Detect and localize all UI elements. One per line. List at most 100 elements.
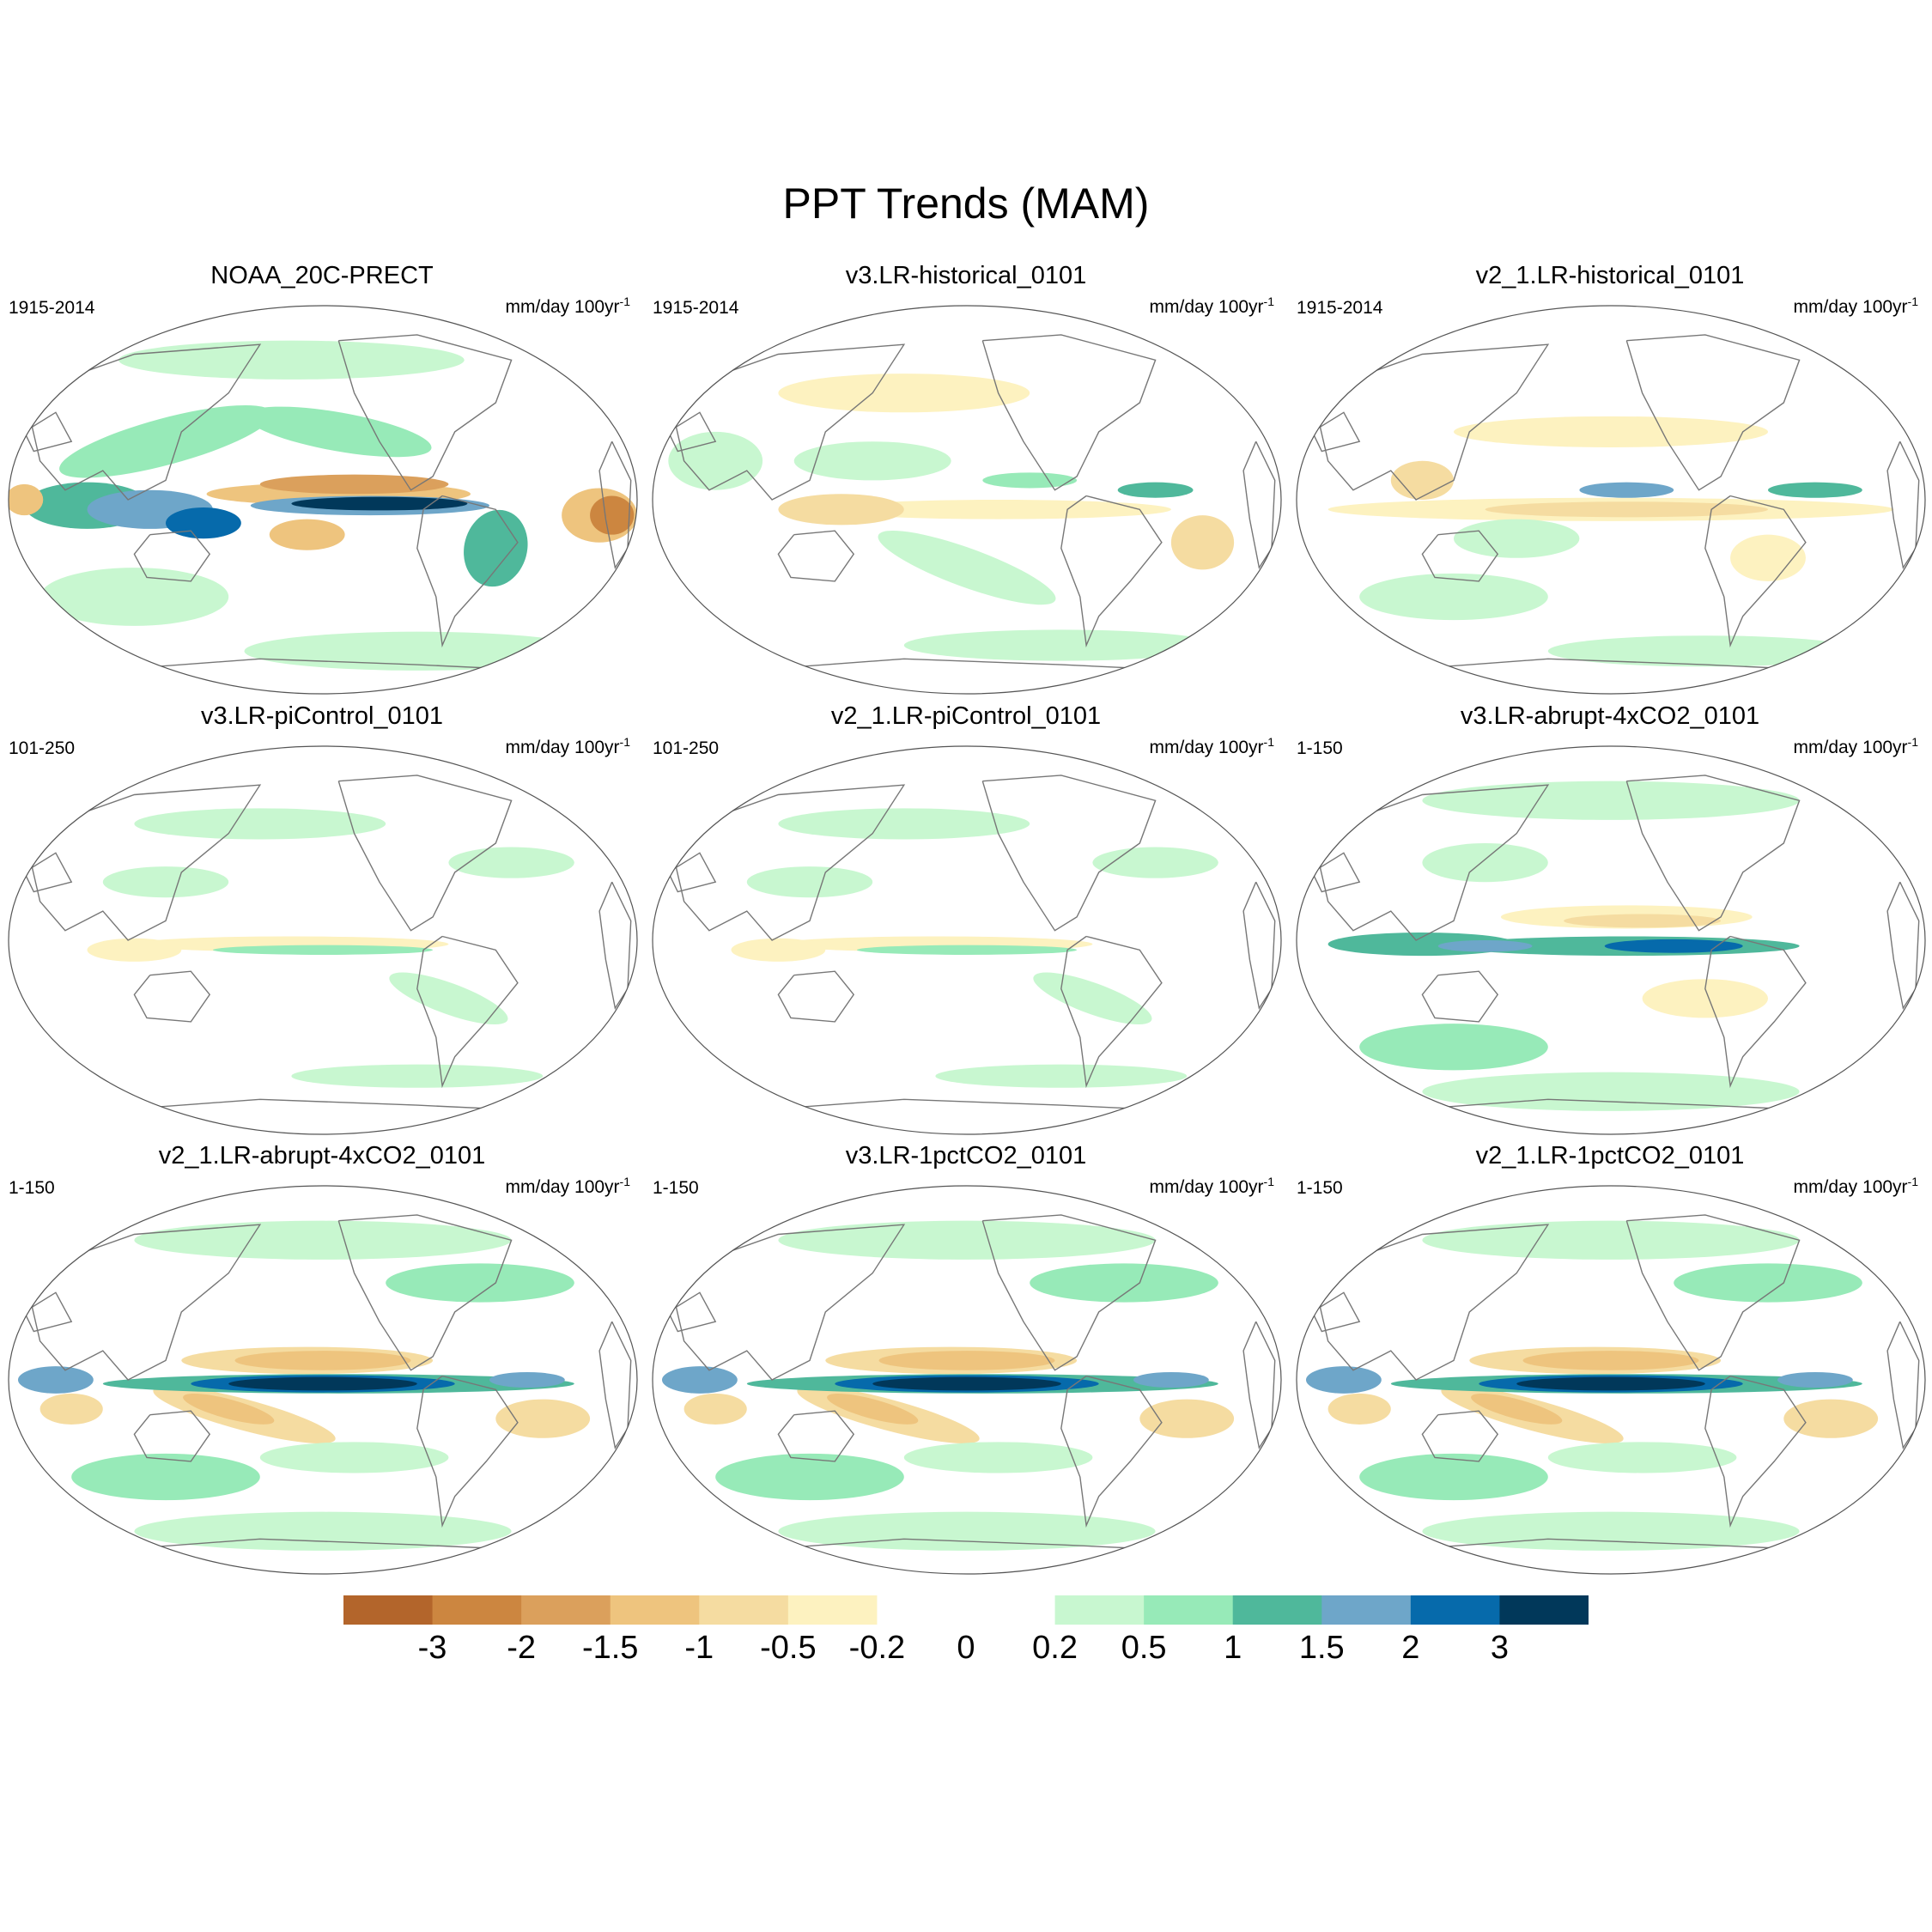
trend-region <box>1133 1371 1209 1388</box>
trend-region <box>291 1064 544 1088</box>
trend-region <box>661 1366 738 1394</box>
africa-outline <box>598 881 632 1010</box>
africa-outline <box>1242 1321 1276 1449</box>
map-border <box>8 305 638 695</box>
australia-outline <box>1421 970 1499 1023</box>
panel-units: mm/day 100yr-1 <box>506 1175 631 1198</box>
trend-region <box>1437 940 1533 952</box>
colorbar-box <box>1321 1595 1412 1625</box>
north-america-outline <box>981 775 1157 932</box>
australia-outline <box>777 970 855 1023</box>
trend-region <box>234 1351 411 1370</box>
trend-region <box>878 1351 1055 1370</box>
panel-units: mm/day 100yr-1 <box>1150 295 1275 318</box>
map-border <box>1296 1185 1926 1575</box>
units-exponent: -1 <box>1263 295 1274 308</box>
map-canvas <box>1296 1185 1926 1575</box>
africa-outline <box>1242 440 1276 569</box>
trend-region <box>1579 482 1674 498</box>
europe-outline <box>23 852 73 893</box>
panel-period: 101-250 <box>9 738 76 758</box>
trend-region <box>903 629 1218 661</box>
units-base: mm/day 100yr <box>1793 738 1908 757</box>
map-border <box>8 745 638 1135</box>
units-exponent: -1 <box>1907 1175 1918 1188</box>
trend-region <box>389 972 508 1025</box>
europe-outline <box>667 852 717 893</box>
trend-region <box>1454 519 1580 558</box>
trend-region <box>1390 460 1454 500</box>
trend-region <box>1642 979 1768 1018</box>
trend-region <box>746 866 873 898</box>
trend-region <box>1422 843 1548 883</box>
trend-region <box>259 474 449 495</box>
colorbar-box <box>1144 1595 1234 1625</box>
trend-region <box>1454 416 1768 447</box>
trend-region <box>778 808 1030 840</box>
colorbar-box <box>966 1595 1056 1625</box>
trend-region <box>856 945 1078 955</box>
colorbar-box <box>432 1595 522 1625</box>
panel-period: 1-150 <box>9 1178 55 1198</box>
trend-region <box>683 1393 747 1425</box>
north-america-outline <box>1625 775 1801 932</box>
colorbar-label: -0.5 <box>760 1630 817 1666</box>
trend-region <box>134 1220 512 1260</box>
asia-outline <box>1311 784 1550 941</box>
north-america-outline <box>337 1214 513 1371</box>
trend-region <box>778 1511 1156 1551</box>
trend-region <box>825 500 1171 519</box>
panel-period: 1915-2014 <box>653 298 739 318</box>
figure-title: PPT Trends (MAM) <box>782 179 1150 228</box>
map-canvas <box>8 745 638 1135</box>
north-america-outline <box>981 334 1157 491</box>
asia-outline <box>1311 343 1550 501</box>
units-base: mm/day 100yr <box>1149 1177 1264 1197</box>
trend-region <box>1359 1453 1548 1501</box>
north-america-outline <box>1625 334 1801 491</box>
trend-region <box>1033 972 1152 1025</box>
trend-region <box>1359 1024 1548 1071</box>
colorbar-label: -0.2 <box>848 1630 906 1666</box>
australia-outline <box>777 530 855 582</box>
units-exponent: -1 <box>1263 735 1274 749</box>
colorbar-box <box>877 1595 967 1625</box>
units-base: mm/day 100yr <box>1149 738 1264 757</box>
trend-region <box>87 938 182 962</box>
colorbar-label: 0.5 <box>1121 1630 1167 1666</box>
trend-region <box>1547 1442 1737 1473</box>
trend-region <box>59 404 272 478</box>
trend-region <box>246 406 432 458</box>
trend-region <box>495 1399 591 1438</box>
units-exponent: -1 <box>619 735 630 749</box>
europe-outline <box>667 411 717 453</box>
panel-period: 101-250 <box>653 738 720 758</box>
trend-region <box>166 507 241 539</box>
africa-outline <box>1886 440 1920 569</box>
map-canvas <box>1296 305 1926 695</box>
map-panel: v3.LR-abrupt-4xCO2_0101 1-150 mm/day 100yr… <box>1288 702 1932 1140</box>
trend-region <box>1485 501 1768 518</box>
south-america-outline <box>416 1375 519 1528</box>
trend-region <box>1305 1366 1382 1394</box>
map-border <box>652 745 1282 1135</box>
trend-region <box>1564 914 1722 928</box>
trend-region <box>872 1376 1061 1391</box>
europe-outline <box>1311 1291 1361 1333</box>
trend-region <box>118 340 465 380</box>
map-canvas <box>652 745 1282 1135</box>
trend-region <box>935 1064 1188 1088</box>
colorbar-label: 1.5 <box>1298 1630 1345 1666</box>
map-panel: v2_1.LR-abrupt-4xCO2_0101 1-150 mm/day 100… <box>0 1142 644 1580</box>
panel-title: v3.LR-historical_0101 <box>845 262 1087 289</box>
units-base: mm/day 100yr <box>1793 1177 1908 1197</box>
map-border <box>652 1185 1282 1575</box>
units-base: mm/day 100yr <box>505 297 620 317</box>
panel-units: mm/day 100yr-1 <box>506 295 631 318</box>
map-canvas <box>652 1185 1282 1575</box>
asia-outline <box>23 1224 262 1381</box>
trend-region <box>778 494 904 526</box>
trend-region <box>1422 781 1800 820</box>
asia-outline <box>23 343 262 501</box>
europe-outline <box>23 1291 73 1333</box>
